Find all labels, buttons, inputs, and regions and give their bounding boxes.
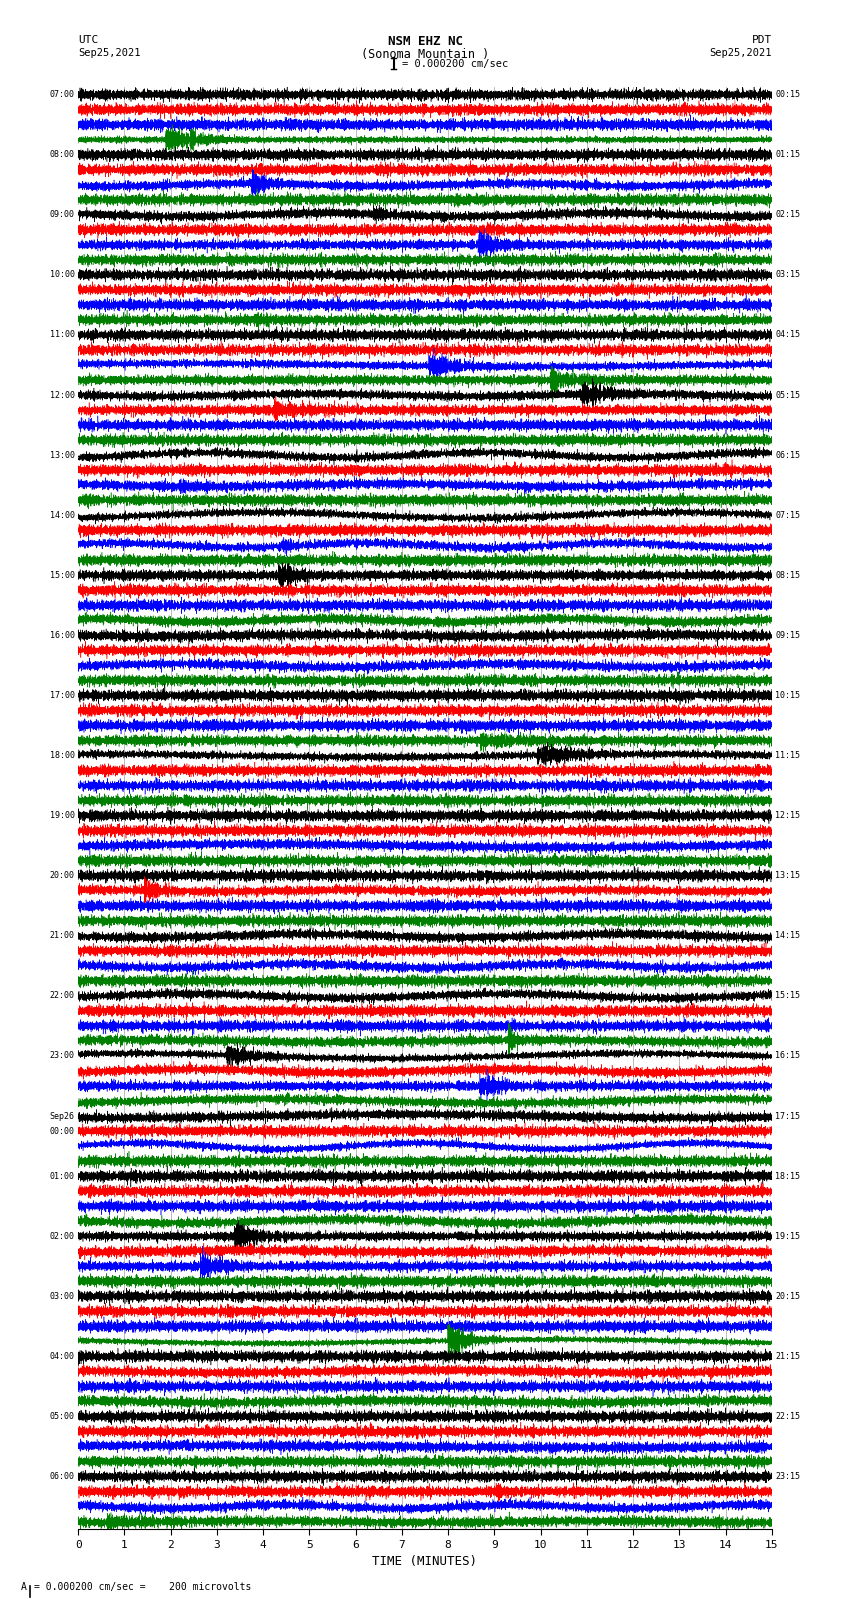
Text: 06:00: 06:00 — [50, 1473, 75, 1481]
Text: 19:00: 19:00 — [50, 811, 75, 819]
Text: A: A — [21, 1582, 27, 1592]
Text: 19:15: 19:15 — [775, 1232, 800, 1240]
Text: 21:00: 21:00 — [50, 931, 75, 940]
Text: 21:15: 21:15 — [775, 1352, 800, 1361]
Text: 09:15: 09:15 — [775, 631, 800, 640]
Text: 07:00: 07:00 — [50, 90, 75, 98]
Text: Sep25,2021: Sep25,2021 — [78, 48, 141, 58]
Text: 11:15: 11:15 — [775, 752, 800, 760]
Text: 22:15: 22:15 — [775, 1411, 800, 1421]
Text: 10:00: 10:00 — [50, 271, 75, 279]
Text: 07:15: 07:15 — [775, 511, 800, 519]
Text: 02:15: 02:15 — [775, 210, 800, 219]
Text: 20:15: 20:15 — [775, 1292, 800, 1300]
Text: 12:00: 12:00 — [50, 390, 75, 400]
Text: 18:15: 18:15 — [775, 1171, 800, 1181]
Text: 23:00: 23:00 — [50, 1052, 75, 1060]
Text: 13:15: 13:15 — [775, 871, 800, 881]
Text: 05:15: 05:15 — [775, 390, 800, 400]
Text: (Sonoma Mountain ): (Sonoma Mountain ) — [361, 48, 489, 61]
Text: 12:15: 12:15 — [775, 811, 800, 819]
Text: 23:15: 23:15 — [775, 1473, 800, 1481]
Text: 00:00: 00:00 — [50, 1126, 75, 1136]
Text: 04:15: 04:15 — [775, 331, 800, 339]
Text: 01:15: 01:15 — [775, 150, 800, 160]
Text: 18:00: 18:00 — [50, 752, 75, 760]
Text: 10:15: 10:15 — [775, 690, 800, 700]
Text: 16:00: 16:00 — [50, 631, 75, 640]
Text: 03:00: 03:00 — [50, 1292, 75, 1300]
Text: 09:00: 09:00 — [50, 210, 75, 219]
X-axis label: TIME (MINUTES): TIME (MINUTES) — [372, 1555, 478, 1568]
Text: 22:00: 22:00 — [50, 992, 75, 1000]
Text: 11:00: 11:00 — [50, 331, 75, 339]
Text: 16:15: 16:15 — [775, 1052, 800, 1060]
Text: 17:00: 17:00 — [50, 690, 75, 700]
Text: 13:00: 13:00 — [50, 450, 75, 460]
Text: 08:00: 08:00 — [50, 150, 75, 160]
Text: PDT: PDT — [751, 35, 772, 45]
Text: 14:00: 14:00 — [50, 511, 75, 519]
Text: NSM EHZ NC: NSM EHZ NC — [388, 35, 462, 48]
Text: 05:00: 05:00 — [50, 1411, 75, 1421]
Text: 00:15: 00:15 — [775, 90, 800, 98]
Text: 17:15: 17:15 — [775, 1111, 800, 1121]
Text: 06:15: 06:15 — [775, 450, 800, 460]
Text: 15:15: 15:15 — [775, 992, 800, 1000]
Text: Sep25,2021: Sep25,2021 — [709, 48, 772, 58]
Text: 08:15: 08:15 — [775, 571, 800, 579]
Text: 15:00: 15:00 — [50, 571, 75, 579]
Text: 03:15: 03:15 — [775, 271, 800, 279]
Text: Sep26: Sep26 — [50, 1111, 75, 1121]
Text: = 0.000200 cm/sec: = 0.000200 cm/sec — [402, 58, 508, 69]
Text: = 0.000200 cm/sec =    200 microvolts: = 0.000200 cm/sec = 200 microvolts — [34, 1582, 252, 1592]
Text: 02:00: 02:00 — [50, 1232, 75, 1240]
Text: UTC: UTC — [78, 35, 99, 45]
Text: 04:00: 04:00 — [50, 1352, 75, 1361]
Text: 20:00: 20:00 — [50, 871, 75, 881]
Text: 01:00: 01:00 — [50, 1171, 75, 1181]
Text: 14:15: 14:15 — [775, 931, 800, 940]
